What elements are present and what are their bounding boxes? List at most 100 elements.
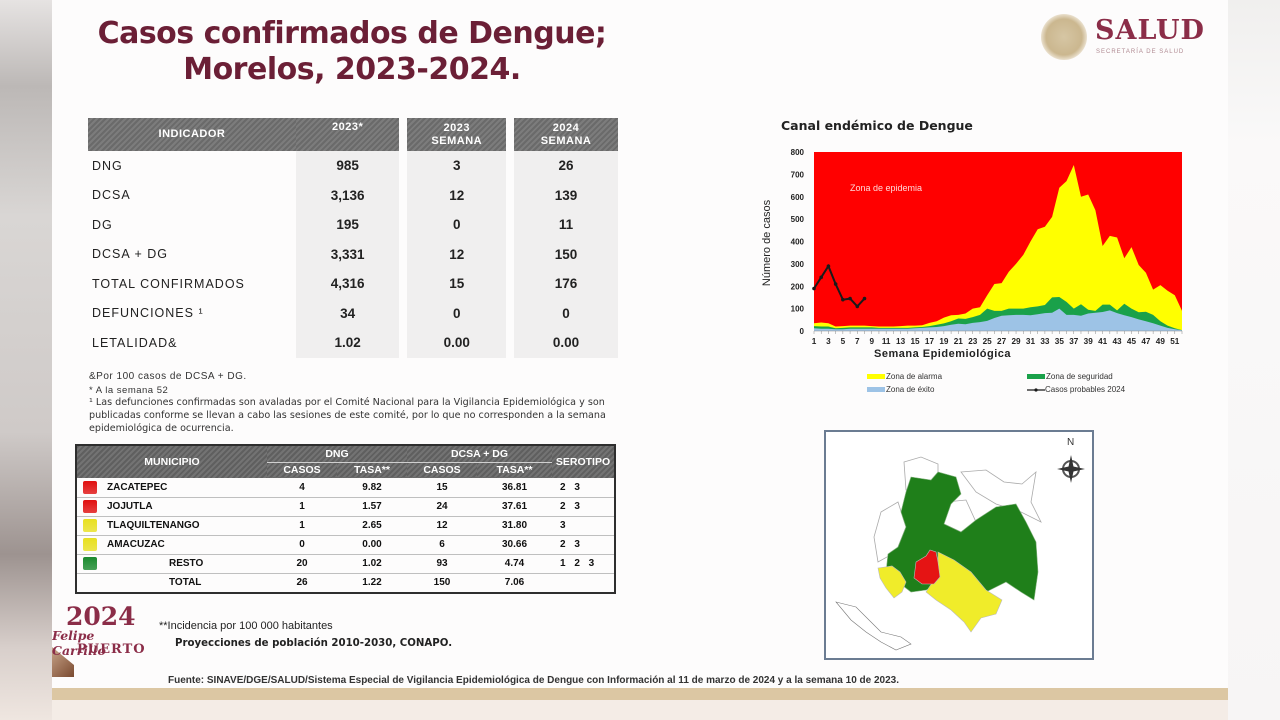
zone-exito	[814, 308, 1182, 331]
value-2023-semana: 0	[407, 298, 507, 328]
x-tick-label: 45	[1127, 337, 1137, 346]
dng-tasa: 1.22	[362, 577, 382, 589]
dcsa-tasa: 31.80	[477, 516, 552, 536]
x-tick-label: 47	[1141, 337, 1151, 346]
municipio-name: ZACATEPEC	[99, 478, 267, 498]
legend-item-casos-2024: Casos probables 2024	[1027, 385, 1125, 394]
dcsa-casos: 15	[407, 478, 477, 498]
dcsa-tasa: 7.06	[504, 577, 525, 589]
value-2023-total: 4,316	[295, 269, 400, 299]
y-tick-label: 400	[791, 238, 805, 247]
indicator-row: LETALIDAD& 1.02 0.00 0.00	[88, 328, 618, 358]
dng-casos: 26	[296, 577, 308, 589]
indicator-label: TOTAL CONFIRMADOS	[92, 276, 245, 291]
x-tick-label: 1	[812, 337, 817, 346]
x-tick-label: 7	[855, 337, 860, 346]
x-tick-label: 35	[1055, 337, 1065, 346]
dng-casos: 1	[267, 497, 337, 517]
dng-tasa: 2.65	[337, 516, 407, 536]
legend-item-exito: Zona de éxito	[867, 385, 934, 394]
dng-casos: 20	[267, 554, 337, 574]
x-tick-label: 23	[968, 337, 978, 346]
value-2024-semana: 0.00	[514, 328, 618, 358]
municipio-row: AMACUZAC 0 0.00 6 30.66 2 3	[77, 535, 614, 555]
header-indicador: INDICADOR	[88, 118, 296, 151]
incidencia-note: **Incidencia por 100 000 habitantes	[159, 620, 333, 632]
legend-swatch-alarma	[867, 374, 885, 380]
dng-casos: 1	[267, 516, 337, 536]
legend-item-seguridad: Zona de seguridad	[1027, 372, 1113, 381]
indicator-label: DCSA	[92, 188, 131, 203]
slide: Casos confirmados de Dengue; Morelos, 20…	[52, 0, 1228, 700]
dng-tasa: 0.00	[337, 535, 407, 555]
x-tick-label: 33	[1040, 337, 1050, 346]
value-2024-semana: 26	[514, 151, 618, 181]
dcsa-tasa: 37.61	[477, 497, 552, 517]
value-2023-semana: 12	[407, 239, 507, 269]
x-tick-label: 13	[896, 337, 906, 346]
risk-color-swatch	[83, 557, 97, 570]
map-region-zacatepec-jojutla	[913, 549, 941, 585]
x-tick-label: 11	[882, 337, 891, 346]
campaign-logo: 2024 Felipe Carrillo PUERTO	[52, 602, 152, 682]
value-2023-semana: 12	[407, 180, 507, 210]
indicator-row: DCSA + DG 3,331 12 150	[88, 239, 618, 269]
x-tick-label: 27	[997, 337, 1007, 346]
map-region-amacuzac	[877, 565, 907, 599]
background-right-edge	[1228, 0, 1280, 720]
x-tick-label: 25	[983, 337, 993, 346]
x-tick-label: 41	[1098, 337, 1108, 346]
dcsa-tasa: 36.81	[477, 478, 552, 498]
dng-tasa: 1.57	[337, 497, 407, 517]
value-2024-semana: 176	[514, 269, 618, 299]
logo-brand: SALUD	[1095, 15, 1205, 46]
header-dcsa-casos: CASOS	[407, 461, 477, 478]
header-2024-semana: 2024 SEMANA	[514, 118, 618, 151]
note-defunciones: ¹ Las defunciones confirmadas son avalad…	[89, 397, 606, 434]
header-municipio: MUNICIPIO	[77, 446, 267, 478]
municipio-row: TOTAL 26 1.22 150 7.06	[77, 573, 614, 592]
salud-logo: SALUD SECRETARÍA DE SALUD	[1039, 12, 1209, 66]
dng-tasa: 1.02	[337, 554, 407, 574]
serotipo: 2 3	[552, 535, 614, 555]
indicator-notes: &Por 100 casos de DCSA + DG. * A la sema…	[89, 371, 629, 435]
compass-rose-icon	[1057, 455, 1085, 483]
y-tick-label: 0	[800, 327, 805, 336]
dcsa-casos: 150	[433, 577, 451, 589]
municipio-name: JOJUTLA	[99, 497, 267, 517]
legend-item-alarma: Zona de alarma	[867, 372, 942, 381]
serotipo: 2 3	[552, 497, 614, 517]
dng-casos: 0	[267, 535, 337, 555]
dcsa-casos: 12	[407, 516, 477, 536]
value-2023-total: 3,136	[295, 180, 400, 210]
dng-casos: 4	[267, 478, 337, 498]
municipio-name: RESTO	[99, 554, 267, 574]
campaign-name-1: Felipe Carrillo	[52, 628, 106, 658]
indicator-table: INDICADOR 2023* 2023 SEMANA 2024 SEMANA DN…	[88, 118, 618, 358]
value-2023-semana: 0.00	[407, 328, 507, 358]
value-2024-semana: 11	[514, 210, 618, 240]
background-bottom	[52, 700, 1228, 720]
chart-title: Canal endémico de Dengue	[781, 118, 973, 133]
header-dng-casos: CASOS	[267, 461, 337, 478]
indicator-label: DCSA + DG	[92, 247, 169, 262]
indicator-label: DEFUNCIONES ¹	[92, 306, 204, 321]
logo-subtitle: SECRETARÍA DE SALUD	[1096, 49, 1185, 55]
dcsa-casos: 93	[407, 554, 477, 574]
risk-color-swatch	[83, 519, 97, 532]
x-tick-label: 31	[1026, 337, 1036, 346]
municipio-name: TOTAL	[169, 577, 202, 589]
title-line-2: Morelos, 2023-2024.	[183, 52, 521, 87]
campaign-year: 2024	[66, 602, 136, 631]
municipio-row: JOJUTLA 1 1.57 24 37.61 2 3	[77, 497, 614, 517]
indicator-label: LETALIDAD&	[92, 335, 178, 350]
note-semana: * A la semana 52	[89, 385, 169, 396]
header-dcsa-dg: DCSA + DG	[407, 446, 552, 462]
header-serotipo: SEROTIPO	[552, 446, 614, 478]
title-line-1: Casos confirmados de Dengue;	[97, 16, 607, 51]
slide-bottom-bar	[52, 688, 1228, 700]
dcsa-tasa: 30.66	[477, 535, 552, 555]
background-left-edge	[0, 0, 52, 720]
serotipo: 3	[552, 516, 614, 536]
